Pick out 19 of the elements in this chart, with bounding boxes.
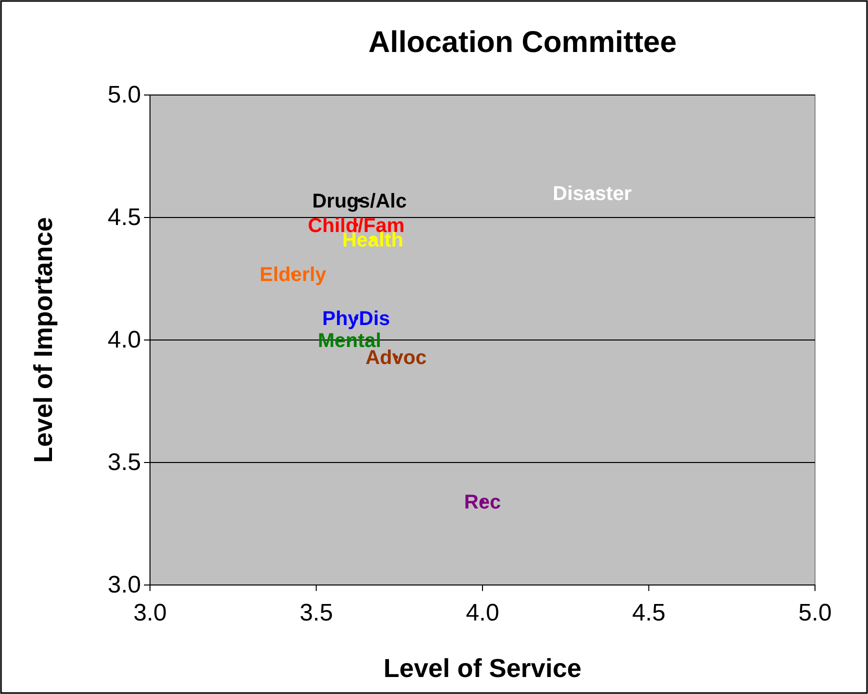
x-tick-label: 3.0 [133, 599, 167, 626]
x-tick-label: 4.5 [632, 599, 666, 626]
x-tick-label: 4.0 [466, 599, 500, 626]
y-tick-label: 5.0 [108, 82, 141, 109]
series-label: PhyDis [322, 308, 390, 330]
y-axis-title: Level of Importance [28, 217, 58, 463]
y-tick-label: 3.5 [108, 449, 141, 476]
series-label: Disaster [552, 183, 632, 205]
y-tick-label: 4.0 [108, 326, 141, 354]
x-tick-label: 3.5 [300, 599, 333, 626]
series-label: Advoc [365, 347, 427, 370]
x-axis-title: Level of Service [384, 653, 582, 683]
chart-title: Allocation Committee [368, 26, 677, 59]
series-label: Elderly [260, 264, 328, 286]
y-tick-label: 3.0 [108, 572, 141, 599]
x-tick-label: 5.0 [798, 599, 832, 626]
series-label: Drugs/Alc [312, 190, 407, 212]
y-tick-label: 4.5 [108, 204, 141, 232]
series-label: Rec [464, 492, 501, 514]
